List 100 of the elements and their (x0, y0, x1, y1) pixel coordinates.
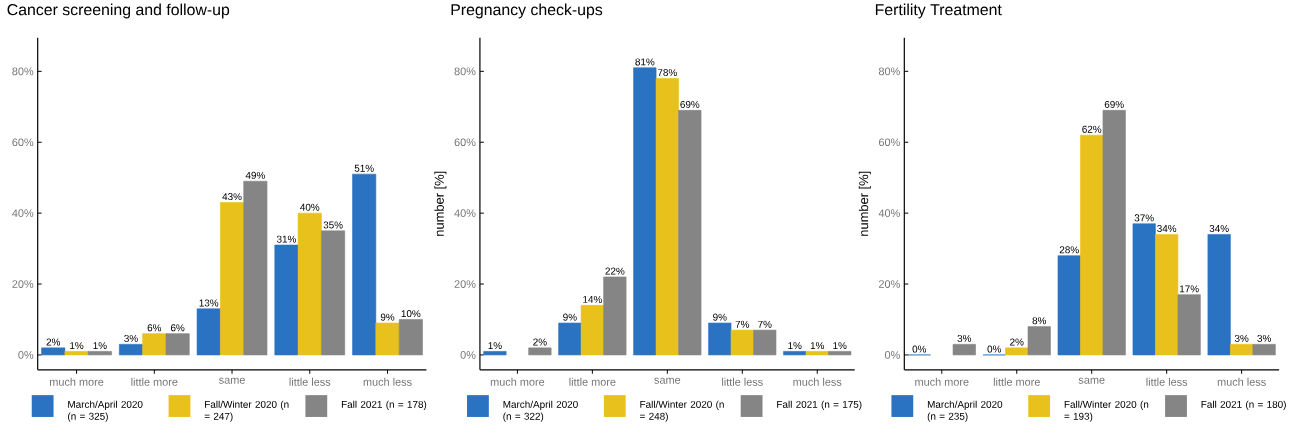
y-tick-label: 60% (12, 138, 34, 146)
data-label: 3% (1257, 334, 1271, 342)
bar (220, 202, 244, 356)
legend-label: Fall 2021 (n = 175) (777, 400, 862, 410)
data-label: 9% (713, 313, 727, 321)
bar (805, 350, 829, 356)
bar (87, 350, 112, 356)
bar (196, 308, 221, 356)
data-label: 2% (46, 338, 61, 346)
bar (1155, 233, 1179, 356)
bar (633, 67, 657, 356)
bar (708, 322, 732, 356)
data-label: 40% (300, 203, 320, 211)
bar (1027, 326, 1051, 356)
bar (603, 276, 627, 356)
data-label: 8% (1032, 317, 1047, 325)
data-label: 7% (735, 320, 750, 328)
x-tick-label: same (1078, 377, 1105, 384)
data-label: 9% (563, 313, 577, 321)
bar (678, 109, 702, 356)
bar (1252, 343, 1276, 356)
data-label: 49% (245, 171, 265, 179)
chart-title: Pregnancy check-ups (451, 3, 603, 19)
y-tick-label: 0% (18, 350, 34, 359)
bar (783, 350, 807, 356)
data-label: 22% (605, 267, 625, 275)
bar (753, 329, 777, 356)
data-label: 28% (1059, 246, 1079, 254)
bar (1132, 223, 1156, 356)
bar (274, 244, 299, 356)
x-tick-label: much more (915, 377, 969, 386)
data-label: 0% (987, 345, 1002, 353)
data-label: 78% (657, 68, 677, 76)
data-label: 69% (1104, 100, 1124, 108)
x-tick-label: little more (569, 377, 616, 386)
y-axis-title: number [%] (434, 171, 447, 236)
y-tick-label: 20% (454, 280, 476, 288)
data-label: 1% (488, 341, 502, 349)
data-label: 1% (93, 341, 107, 349)
y-tick-label: 60% (454, 138, 476, 146)
bar (952, 343, 976, 356)
bar (1005, 347, 1029, 356)
x-tick-label: much less (363, 377, 412, 386)
data-label: 1% (833, 341, 847, 349)
data-label: 34% (1157, 224, 1177, 232)
data-label: 7% (758, 320, 772, 328)
data-label: 13% (199, 299, 219, 307)
y-tick-label: 60% (879, 138, 900, 146)
data-label: 1% (70, 341, 84, 349)
x-tick-label: little more (993, 377, 1040, 386)
y-tick-label: 80% (454, 67, 476, 76)
bar (243, 180, 268, 356)
x-tick-label: much less (793, 377, 842, 386)
data-label: 69% (680, 100, 700, 108)
data-label: 43% (222, 192, 242, 200)
legend-label: Fall/Winter 2020 (n = 247) (204, 400, 289, 422)
legend-label: Fall 2021 (n = 178) (341, 400, 427, 410)
data-label: 3% (1234, 334, 1249, 342)
bar (165, 333, 190, 356)
x-tick-label: much more (50, 377, 104, 386)
legend-label: March/April 2020 (n = 235) (927, 400, 1003, 422)
data-label: 2% (1010, 338, 1024, 346)
data-label: 6% (170, 324, 185, 332)
y-tick-label: 80% (12, 67, 34, 76)
data-label: 1% (788, 341, 802, 349)
bar (528, 347, 552, 356)
data-label: 35% (323, 221, 343, 229)
chart-title: Cancer screening and follow-up (7, 3, 230, 19)
bar (1057, 255, 1081, 356)
data-label: 1% (810, 341, 825, 349)
bar (828, 350, 852, 356)
bar (1177, 294, 1201, 356)
y-tick-label: 0% (884, 350, 900, 359)
bar (483, 350, 507, 356)
y-tick-label: 80% (878, 67, 900, 76)
data-label: 9% (380, 313, 395, 321)
x-tick-label: little more (131, 377, 178, 386)
data-label: 6% (147, 324, 162, 332)
data-label: 17% (1179, 285, 1199, 293)
bar (142, 333, 167, 356)
x-tick-label: much more (490, 377, 545, 386)
legend-label: Fall 2021 (n = 180) (1201, 400, 1286, 410)
bar (321, 230, 346, 356)
bar (398, 319, 423, 356)
chart-title: Fertility Treatment (875, 3, 1002, 19)
y-tick-label: 20% (12, 280, 34, 288)
y-axis-title: number [%] (858, 171, 871, 236)
bar (64, 350, 89, 356)
bar (1230, 343, 1254, 356)
bar (558, 322, 582, 356)
bar (119, 343, 143, 356)
legend-label: March/April 2020 (n = 322) (503, 400, 578, 422)
bar (41, 347, 66, 356)
x-tick-label: little less (722, 377, 763, 386)
data-label: 62% (1082, 125, 1102, 133)
bar (352, 173, 377, 356)
x-tick-label: little less (289, 377, 331, 386)
data-label: 34% (1209, 224, 1229, 232)
data-label: 51% (354, 164, 374, 172)
data-label: 14% (583, 295, 602, 303)
